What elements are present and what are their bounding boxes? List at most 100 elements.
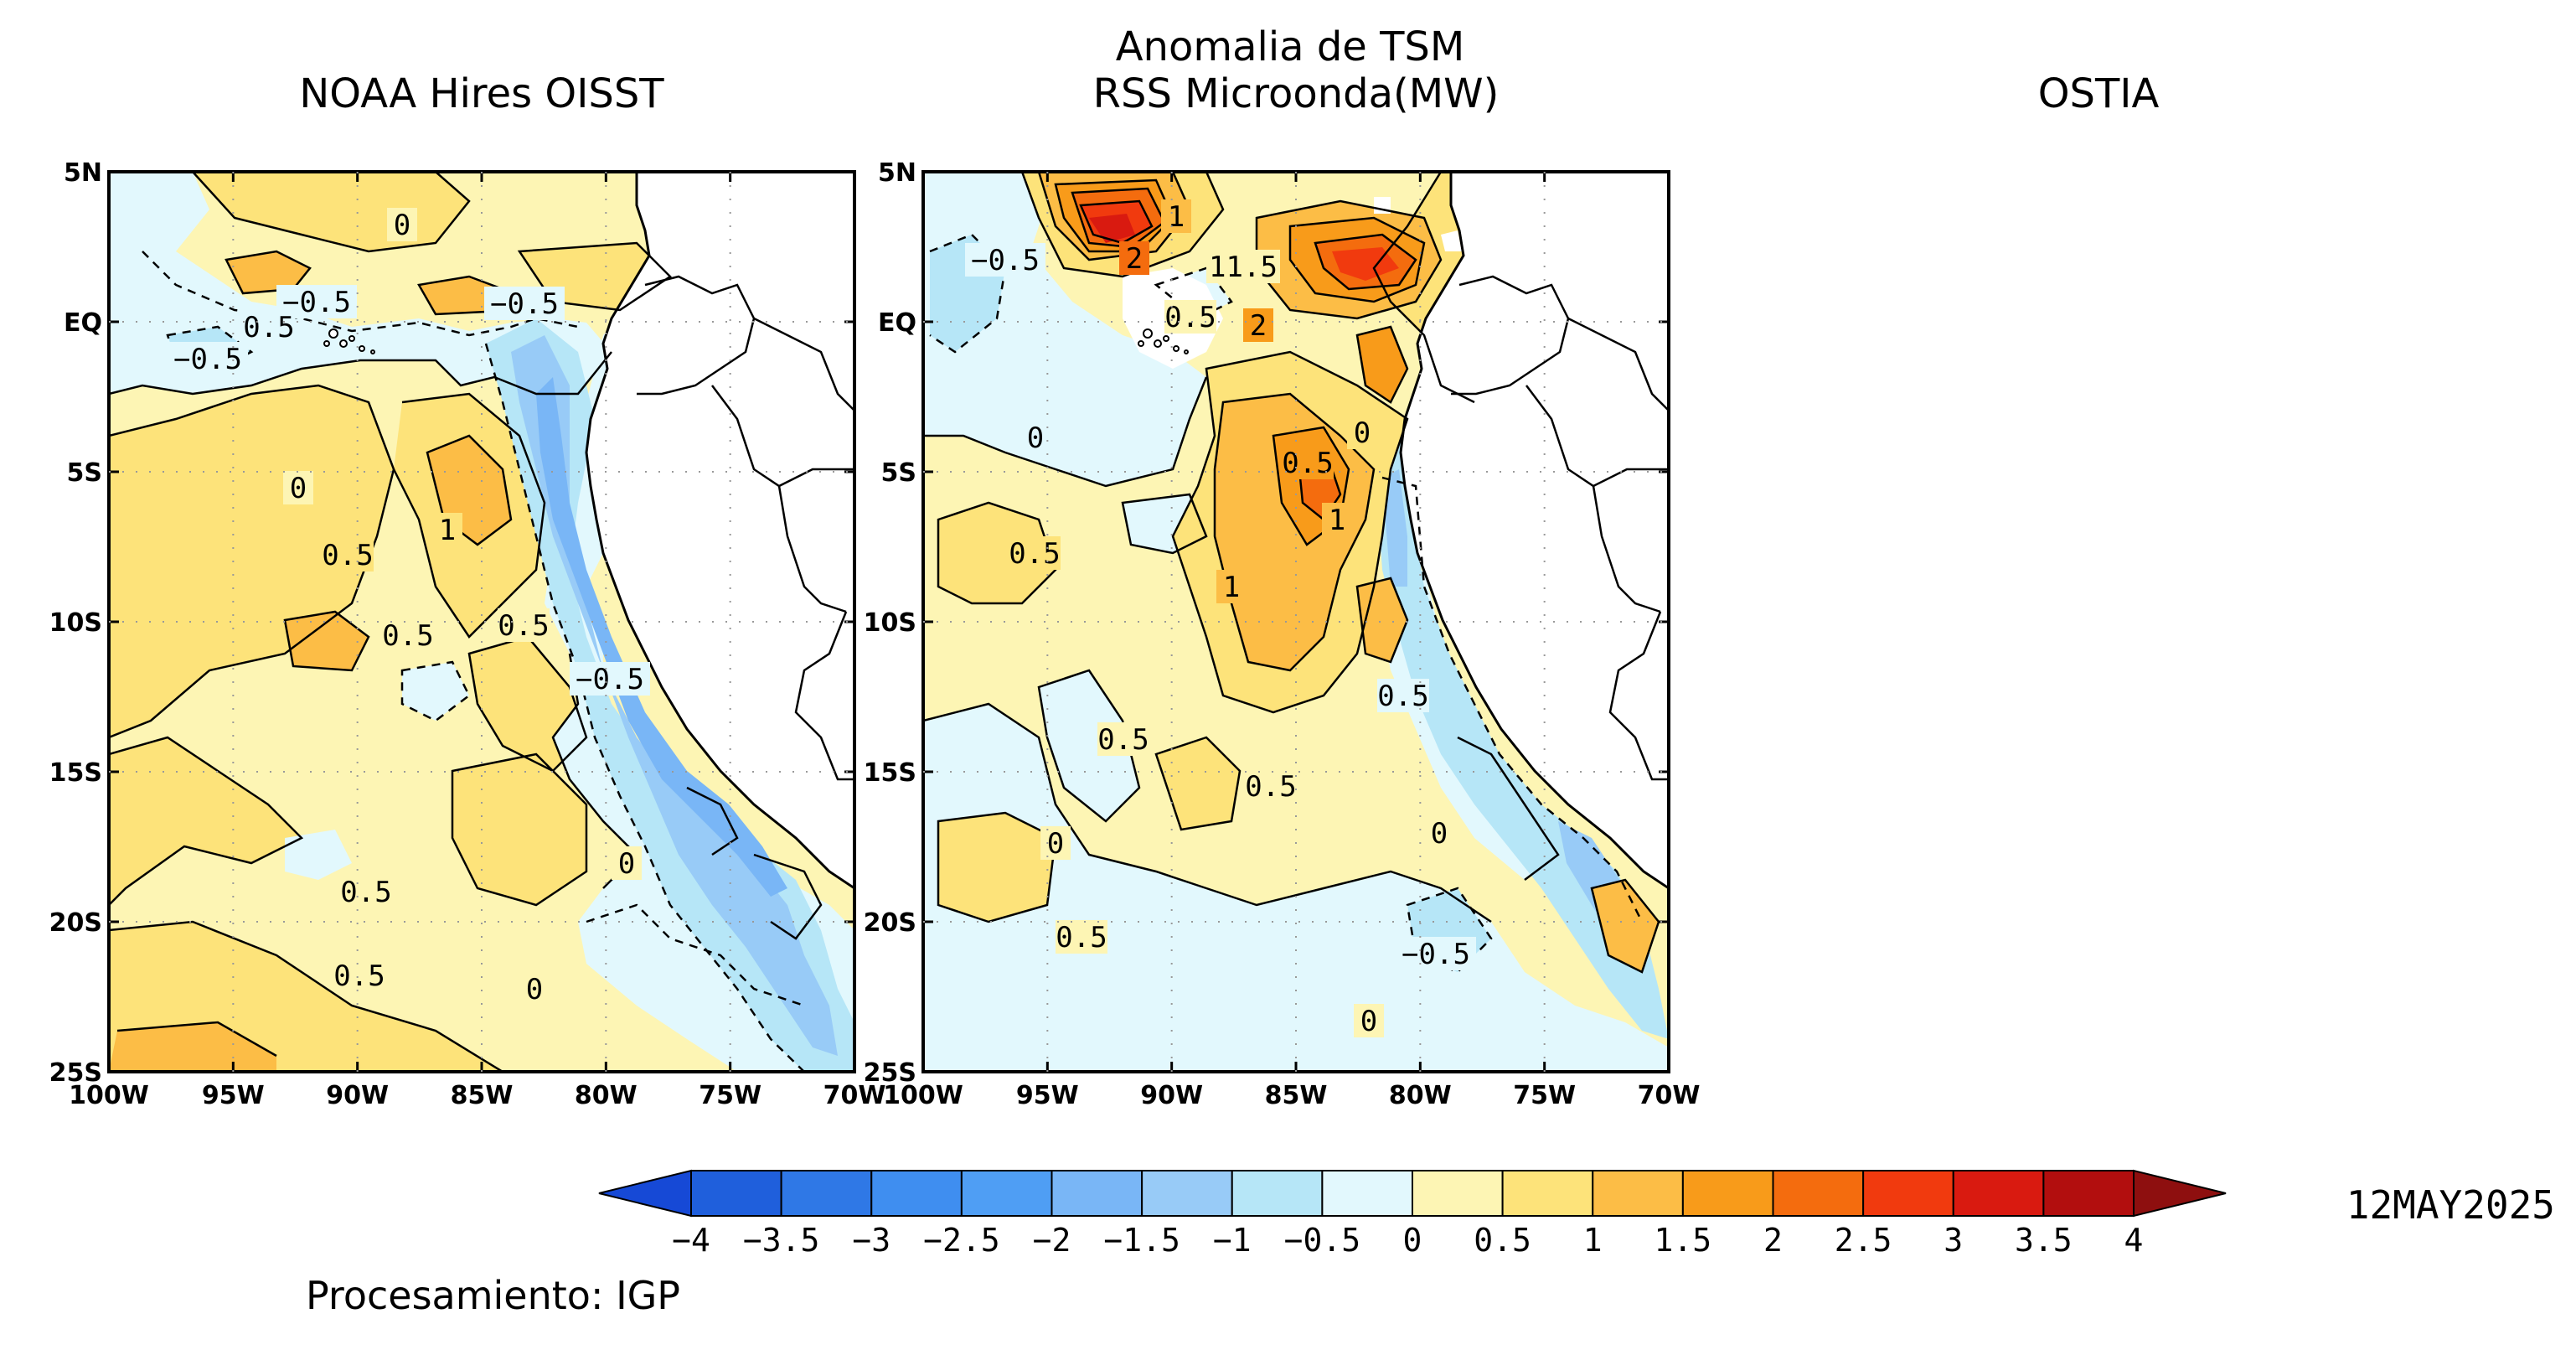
anomaly-region-minus0.5-0: [923, 704, 1669, 1072]
country-border: [637, 275, 854, 781]
colorbar-swatch: [1862, 1170, 1954, 1217]
lon-label: 75W: [1513, 1081, 1576, 1110]
contour-label: 0.5: [1282, 446, 1334, 480]
contour-label: −0.5: [168, 342, 248, 376]
contour-label-text: 0.5: [243, 311, 294, 344]
colorbar-tick-label: −2: [1033, 1222, 1071, 1259]
lon-label: 70W: [1638, 1081, 1701, 1110]
colorbar-swatch: [1681, 1170, 1774, 1217]
contour-label: 0.5: [322, 538, 374, 572]
processing-credit: Procesamiento: IGP: [306, 1273, 680, 1318]
contour-label-text: 0: [1431, 817, 1448, 851]
colorbar-swatch: [1321, 1170, 1413, 1217]
contour-label: 0.5: [1056, 920, 1107, 954]
contour-label-text: 0.5: [1009, 537, 1060, 571]
lon-label: 75W: [699, 1081, 761, 1110]
colorbar-swatch: [2042, 1170, 2135, 1217]
contour-label: 0.5: [340, 875, 392, 909]
colorbar-swatch: [1051, 1170, 1143, 1217]
lat-label: 25S: [864, 1058, 916, 1088]
galapagos-islands: [323, 328, 375, 354]
lat-label: 15S: [49, 758, 102, 788]
contour-label: 0: [387, 208, 417, 242]
anomaly-region-1.5-2: [1357, 327, 1407, 402]
colorbar-tick-label: 2.5: [1835, 1222, 1892, 1259]
contour-label: 0: [283, 471, 313, 505]
colorbar-swatch: [1592, 1170, 1684, 1217]
contour-labels: 1 −0.5 2 11.5 0.5 2 0 0 0.5 1 0.5 1 0.5 …: [965, 199, 1476, 1038]
land-south-america: [1399, 172, 1669, 890]
contour-label: 0: [519, 972, 550, 1006]
colorbar-tick-label: −0.5: [1284, 1222, 1361, 1259]
contour-label-text: −0.5: [173, 343, 242, 376]
panel-title-ostia: OSTIA: [2038, 70, 2160, 117]
contour-label: 1: [1161, 199, 1191, 234]
map-panel-oisst: 0 −0.5 0.5 −0.5 −0.5 0 1 0.5 0.5 0.5 −0.…: [109, 172, 854, 1072]
contour-label: 0: [1020, 421, 1051, 455]
lat-label: 5S: [67, 458, 102, 488]
colorbar-tick-label: −2.5: [923, 1222, 1000, 1259]
anomaly-region-2.5-3: [1332, 247, 1399, 281]
colorbar-swatch: [780, 1170, 873, 1217]
lat-label: 20S: [864, 908, 916, 938]
contour-label-text: 0: [1354, 416, 1371, 450]
colorbar-swatch: [1772, 1170, 1865, 1217]
colorbar-high-arrow: [2133, 1169, 2227, 1218]
contour-label: −0.5: [484, 287, 565, 321]
anomaly-region-0.5-1: [452, 754, 586, 905]
lat-label: 10S: [864, 608, 916, 638]
contour-label: 0.5: [382, 618, 434, 653]
contour-label: 2: [1243, 308, 1273, 343]
contour-label-text: 0.5: [1056, 921, 1107, 954]
colorbar-swatch: [1412, 1170, 1504, 1217]
contour-label-text: 2: [1126, 242, 1143, 276]
contour-label: 0.5: [1009, 536, 1061, 571]
contour-label: 0.5: [1097, 722, 1149, 757]
lon-label: 100W: [883, 1081, 963, 1110]
date-label: 12MAY2025: [2346, 1182, 2555, 1228]
lon-label: 85W: [1265, 1081, 1328, 1110]
contour-label-text: −0.5: [971, 244, 1040, 277]
contour-label-text: 2: [1250, 309, 1267, 343]
lon-label: 80W: [1389, 1081, 1452, 1110]
contour-label: 0.5: [1377, 679, 1429, 713]
anomaly-region-minus0.5-0: [285, 830, 352, 880]
anomaly-region-1-1.5: [1592, 880, 1659, 972]
lon-label: 90W: [326, 1081, 389, 1110]
contour-label-text: 0.5: [1377, 680, 1428, 713]
colorbar-low-arrow: [598, 1169, 692, 1218]
lon-label: 80W: [575, 1081, 638, 1110]
anomaly-region-minus0.5-0: [109, 172, 612, 394]
contour-label-text: 0.5: [1245, 770, 1296, 804]
colorbar-swatch: [1952, 1170, 2045, 1217]
anomaly-region-0.5-1: [1156, 737, 1240, 830]
galapagos-islands: [1138, 328, 1189, 354]
lat-label: 5N: [878, 158, 916, 188]
figure-main-title: Anomalia de TSM: [1116, 23, 1465, 70]
contour-label-text: −0.5: [1402, 938, 1470, 971]
contour-label-text: 0.5: [1097, 723, 1149, 757]
anomaly-region-0.5-1: [938, 503, 1056, 603]
lat-label: 15S: [864, 758, 916, 788]
anomaly-region-0.5-1: [109, 385, 394, 737]
contour-label-text: 1: [1168, 200, 1185, 234]
contour-label-text: 0.5: [340, 876, 391, 909]
contour-label: 11.5: [1206, 250, 1280, 284]
lat-label: EQ: [878, 308, 916, 338]
contour-label: 0.5: [1164, 300, 1216, 334]
contour-label-text: 1: [439, 514, 456, 547]
anomaly-region-1-1.5: [109, 1022, 276, 1072]
contour-label: 0: [1354, 1004, 1384, 1038]
contour-label: 0.5: [243, 310, 295, 344]
contour-label-text: 0.5: [498, 609, 549, 643]
contour-label: 0: [1040, 826, 1071, 861]
colorbar-tick-label: −4: [672, 1222, 710, 1259]
anomaly-region-0.5-1: [109, 737, 302, 905]
colorbar-tick-label: 1.5: [1655, 1222, 1712, 1259]
land-south-america: [585, 172, 854, 890]
contour-labels: 0 −0.5 0.5 −0.5 −0.5 0 1 0.5 0.5 0.5 −0.…: [168, 208, 650, 1006]
colorbar-tick-label: 3: [1944, 1222, 1963, 1259]
contour-label-text: 0: [394, 209, 410, 242]
